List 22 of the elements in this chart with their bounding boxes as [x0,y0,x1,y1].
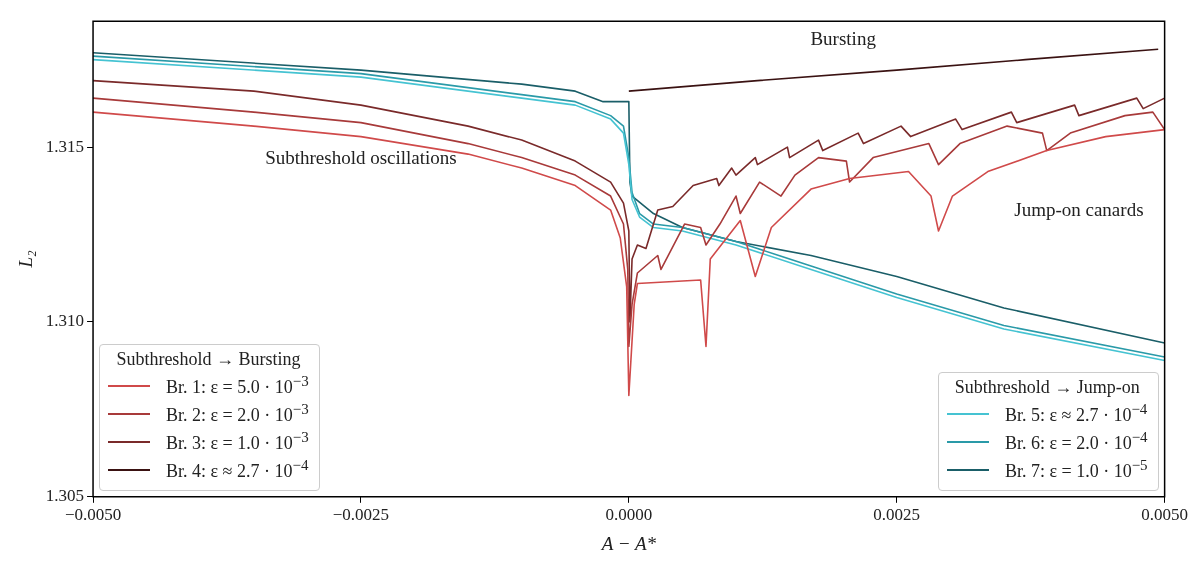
y-tick-label: 1.310 [45,311,85,331]
x-tick-label: 0.0050 [1141,505,1188,525]
legend-label: Br. 2: ε = 2.0 · 10$^{−3}$ [166,401,309,427]
legend-label: Br. 5: ε ≈ 2.7 · 10$^{−4}$ [1004,401,1148,427]
legend-label: Br. 3: ε = 1.0 · 10$^{−3}$ [166,429,309,455]
y-tick-label: 1.315 [45,136,85,156]
legend-label: Br. 7: ε = 1.0 · 10$^{−5}$ [1004,457,1148,483]
legend-label: Br. 6: ε = 2.0 · 10$^{−4}$ [1004,429,1148,455]
legend-title: Subthreshold → Bursting [115,348,302,370]
x-tick-label: −0.0025 [332,505,390,525]
annotation: Jump-on canards [1014,199,1144,221]
y-tick-label: 1.305 [45,486,85,506]
y-axis-title: L₂ [15,250,37,269]
x-tick-label: −0.0050 [64,505,122,525]
legend-label: Br. 4: ε ≈ 2.7 · 10$^{−4}$ [166,457,309,483]
x-tick-label: 0.0025 [873,505,921,525]
x-axis-title: A − A* [599,532,657,554]
annotation: Bursting [810,28,877,50]
annotation: Subthreshold oscillations [265,147,457,169]
annotation: Subthreshold → Jump-on [953,376,1141,398]
legend-label: Br. 1: ε = 5.0 · 10$^{−3}$ [166,373,309,399]
x-tick-label: 0.0000 [605,505,653,525]
